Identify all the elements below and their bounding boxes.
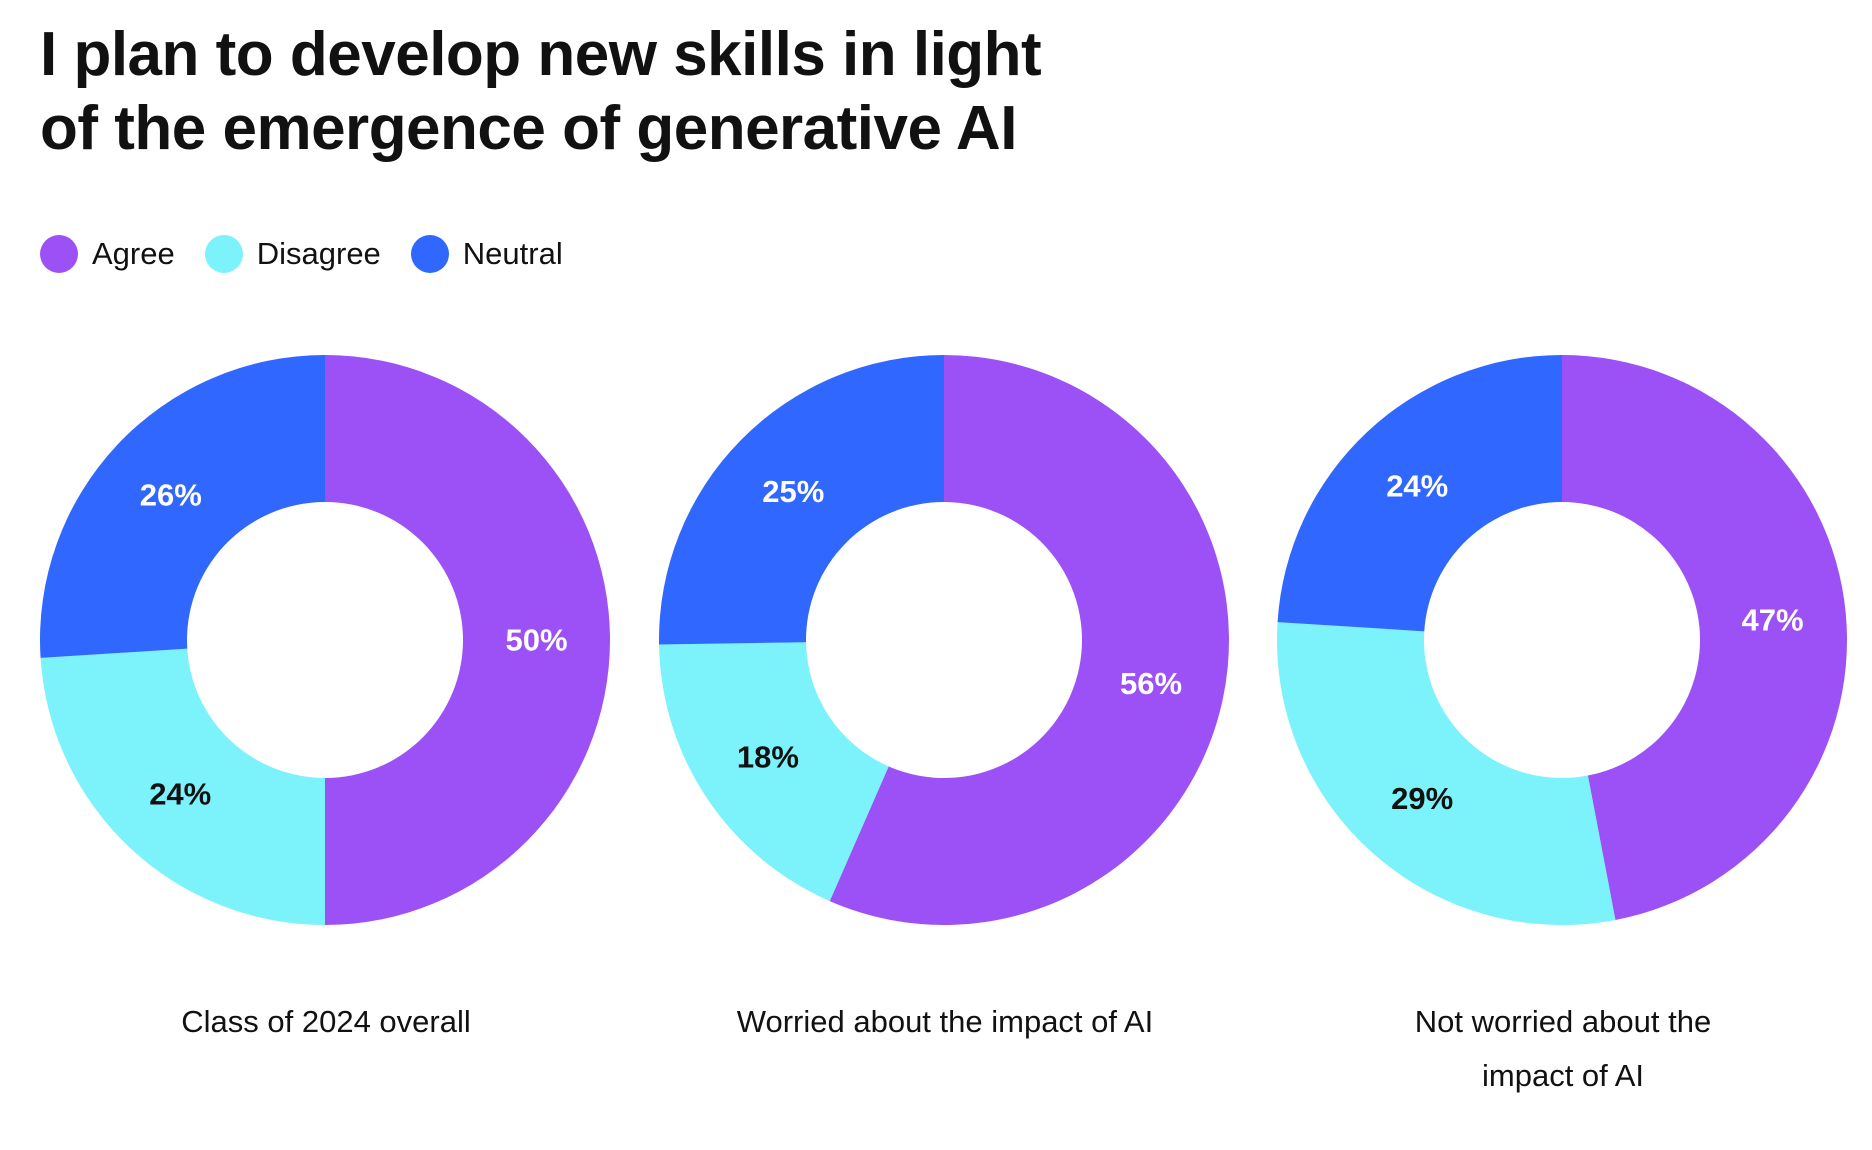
legend-swatch-agree — [40, 235, 78, 273]
donut-slice-overall-neutral — [39, 355, 325, 658]
donut-slice-not-worried-agree — [1562, 355, 1847, 920]
chart-caption-not-worried: Not worried about the impact of AI — [1353, 995, 1773, 1103]
legend-swatch-disagree — [204, 235, 243, 273]
chart-caption-overall-text: Class of 2024 overall — [181, 1004, 471, 1039]
legend-item-disagree: Disagree — [204, 235, 381, 273]
chart-title: I plan to develop new skills in light of… — [40, 18, 1240, 166]
donut-slice-worried-disagree — [659, 642, 889, 902]
donut-slice-worried-agree — [829, 355, 1230, 925]
donut-label-worried-agree: 56% — [1120, 666, 1182, 701]
chart-caption-worried: Worried about the impact of AI — [735, 995, 1155, 1049]
chart-caption-worried-text: Worried about the impact of AI — [736, 1004, 1154, 1039]
chart-caption-overall: Class of 2024 overall — [116, 995, 536, 1049]
donut-slice-worried-neutral — [659, 355, 944, 645]
chart-caption-not-worried-line-1: Not worried about the — [1414, 1004, 1712, 1039]
donut-label-overall-neutral: 26% — [140, 478, 202, 513]
donut-slice-not-worried-disagree — [1277, 622, 1616, 925]
donut-slice-overall-agree — [325, 355, 610, 925]
legend-swatch-neutral — [410, 235, 449, 273]
donut-label-overall-disagree: 24% — [149, 777, 211, 812]
donut-label-not-worried-neutral: 24% — [1386, 468, 1448, 503]
donut-slice-not-worried-neutral — [1277, 355, 1562, 632]
legend-label-disagree: Disagree — [256, 236, 381, 271]
donut-label-overall-agree: 50% — [505, 623, 567, 658]
donut-label-not-worried-disagree: 29% — [1391, 781, 1453, 816]
chart-title-line-1: I plan to develop new skills in light — [40, 20, 1042, 89]
legend: Agree Disagree Neutral — [40, 232, 563, 276]
chart-caption-not-worried-line-2: impact of AI — [1482, 1058, 1644, 1093]
legend-label-neutral: Neutral — [462, 236, 563, 271]
donut-slice-overall-disagree — [40, 648, 326, 925]
donut-label-worried-neutral: 25% — [762, 474, 824, 509]
chart-title-line-2: of the emergence of generative AI — [40, 94, 1017, 163]
donut-label-not-worried-agree: 47% — [1742, 603, 1804, 638]
donut-label-worried-disagree: 18% — [737, 740, 799, 775]
legend-label-agree: Agree — [92, 236, 175, 271]
legend-item-agree: Agree — [40, 235, 175, 273]
legend-item-neutral: Neutral — [410, 235, 563, 273]
